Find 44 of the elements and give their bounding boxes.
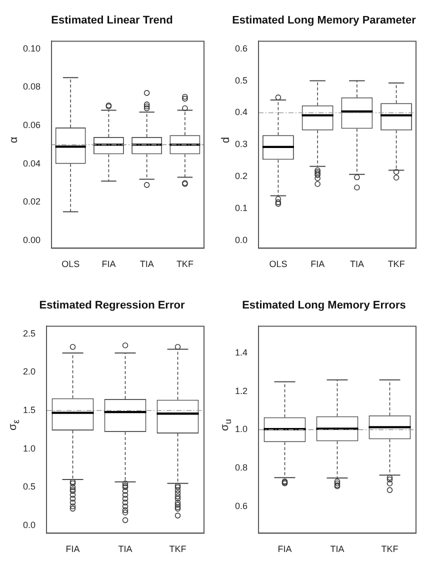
y-axis-title: d [220,136,232,144]
x-tick-label: FIA [102,259,116,270]
x-tick-label: OLS [62,259,80,270]
y-tick-label: 1.2 [234,386,248,396]
x-tick-label: TIA [330,544,344,554]
chart-title: Estimated Regression Error [39,300,186,312]
y-tick-label: 1.5 [22,405,36,416]
x-tick-label: TKF [169,544,187,554]
y-tick-label: 0.5 [234,75,248,86]
chart-title: Estimated Long Memory Errors [242,300,406,312]
x-tick-label: TKF [388,259,406,270]
y-tick-label: 0.10 [22,43,41,54]
x-tick-label: FIA [66,544,80,554]
y-tick-label: 0.5 [22,482,36,492]
chart-title: Estimated Linear Trend [51,14,173,27]
x-tick-label: TIA [350,259,364,270]
y-tick-label: 0.08 [22,82,41,92]
y-tick-label: 0.00 [22,235,41,246]
y-tick-label: 0.6 [234,43,248,54]
y-tick-label: 1.0 [22,443,36,454]
x-tick-label: TKF [176,259,194,270]
y-tick-label: 2.5 [22,328,36,338]
x-tick-label: TIA [140,259,154,270]
y-tick-label: 0.2 [234,171,248,182]
y-tick-label: 0.1 [234,203,248,214]
y-tick-label: 0.8 [234,462,248,473]
y-tick-label: 1.0 [234,424,248,434]
y-tick-label: 0.04 [22,158,41,168]
x-tick-label: OLS [269,259,288,270]
x-tick-label: FIA [310,259,325,270]
y-tick-label: 0.3 [234,139,248,150]
x-tick-label: FIA [278,544,292,554]
y-tick-label: 0.0 [22,520,36,530]
y-tick-label: 0.0 [234,235,248,246]
x-tick-label: TKF [381,544,399,554]
y-tick-label: 0.06 [22,120,41,130]
y-tick-label: 2.0 [22,366,36,377]
chart-title: Estimated Long Memory Parameter [232,14,417,27]
y-tick-label: 0.02 [22,196,41,207]
y-tick-label: 0.4 [234,107,248,118]
y-tick-label: 1.4 [234,348,248,358]
x-tick-label: TIA [118,544,132,554]
y-axis-title: α [8,136,20,144]
y-tick-label: 0.6 [234,500,248,511]
